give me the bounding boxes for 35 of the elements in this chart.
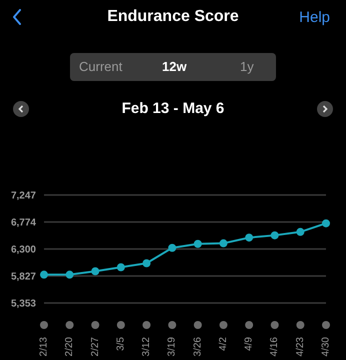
x-tick-label: 3/12 bbox=[141, 336, 152, 356]
y-tick-label: 6,774 bbox=[10, 218, 36, 229]
x-tick-label: 2/20 bbox=[64, 336, 76, 356]
text: Help bbox=[299, 9, 330, 26]
x-tick-label: 3/19 bbox=[166, 336, 178, 356]
text: Current bbox=[79, 59, 122, 74]
y-tick-label: 6,300 bbox=[10, 244, 36, 256]
point bbox=[168, 244, 176, 252]
y-tick-label: 5,827 bbox=[10, 272, 36, 283]
x-tick-label: 3/26 bbox=[192, 336, 204, 356]
x-tick-label: 2/13 bbox=[38, 336, 50, 356]
y-tick-label: 5,353 bbox=[10, 298, 36, 310]
x-tick-label: 4/30 bbox=[320, 336, 332, 356]
x-tick-label: 4/9 bbox=[244, 336, 255, 351]
chart-title: Endurance Score bbox=[107, 8, 239, 25]
point bbox=[270, 231, 279, 240]
x-tick-label: 3/5 bbox=[115, 336, 126, 351]
x-tick-label: 4/16 bbox=[269, 336, 280, 356]
point bbox=[194, 240, 202, 248]
x-tick-label: 4/2 bbox=[218, 336, 229, 351]
point bbox=[245, 234, 254, 242]
y-tick-label: 7,247 bbox=[10, 190, 36, 202]
point bbox=[40, 270, 48, 279]
point bbox=[66, 270, 74, 279]
x-tick-label: 2/27 bbox=[90, 336, 101, 356]
point bbox=[142, 259, 151, 268]
chart-subtitle: Feb 13 - May 6 bbox=[120, 100, 226, 117]
point bbox=[219, 239, 228, 248]
text: 1y bbox=[240, 59, 254, 74]
point bbox=[322, 219, 330, 228]
point bbox=[116, 263, 125, 272]
text: 12w bbox=[162, 59, 187, 74]
point bbox=[296, 228, 304, 236]
point bbox=[91, 267, 100, 276]
x-tick-label: 4/23 bbox=[294, 336, 306, 356]
